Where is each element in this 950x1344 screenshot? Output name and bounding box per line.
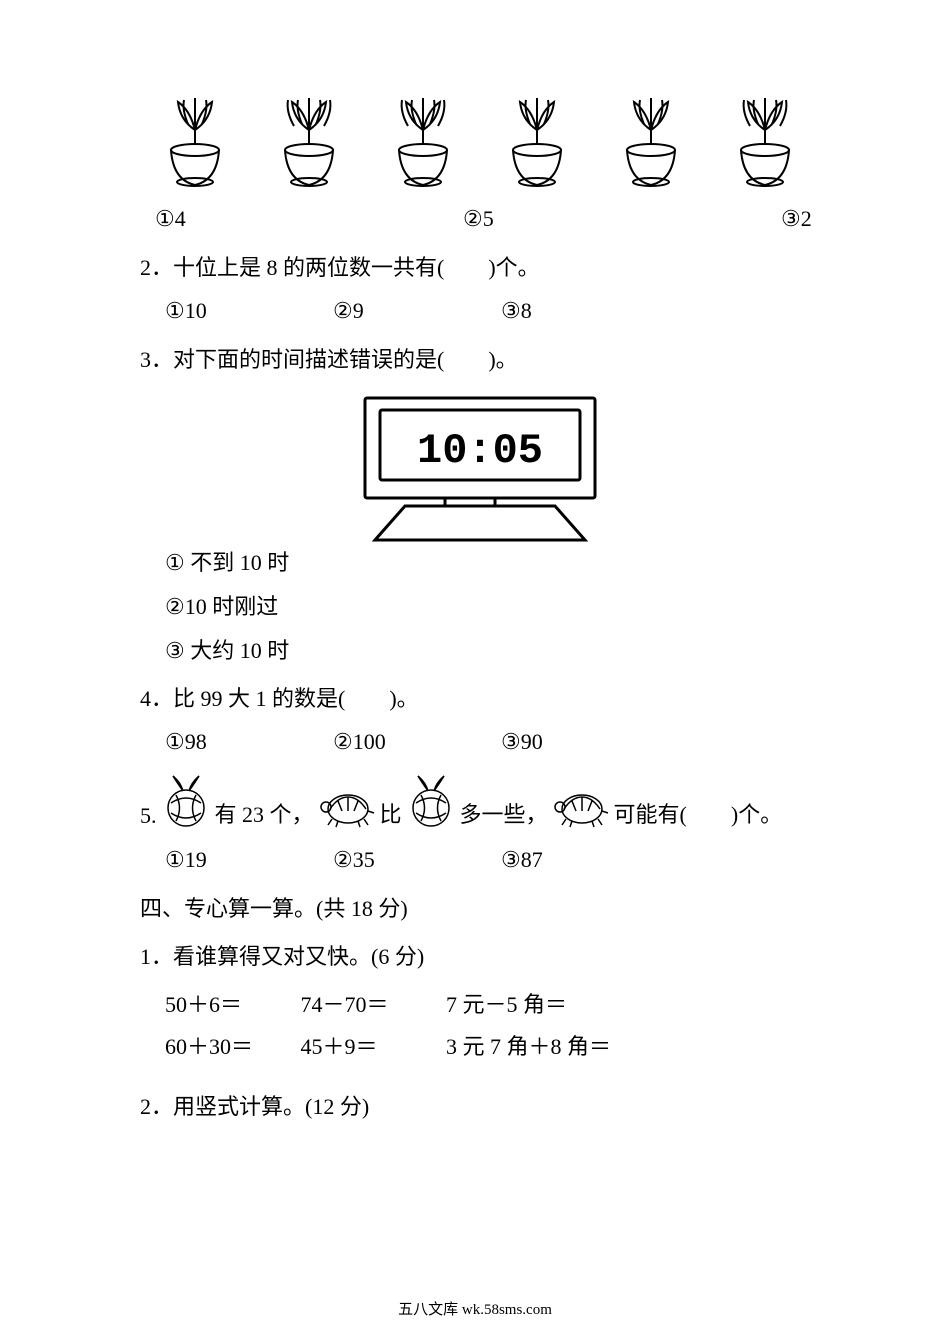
q4: 4．比 99 大 1 的数是( )。: [140, 681, 820, 713]
option: ① 不到 10 时: [165, 545, 820, 577]
q5-t3: 多一些，: [460, 797, 548, 829]
footer: 五八文库 wk.58sms.com: [0, 1298, 950, 1319]
q2-options: ①10 ②9 ③8: [165, 298, 820, 324]
option-value: 98: [185, 729, 207, 754]
option: ①19: [165, 847, 325, 873]
option-marker: ②: [333, 729, 353, 755]
calc-cell: 7 元－5 角＝: [446, 992, 567, 1017]
option-marker: ①: [165, 550, 185, 576]
option-marker: ①: [165, 298, 185, 324]
q2-number: 2．: [140, 255, 173, 280]
option-value: 9: [353, 298, 364, 323]
section4-sub2: 2．用竖式计算。(12 分): [140, 1089, 820, 1121]
option: ③90: [501, 729, 661, 755]
option: ③ 大约 10 时: [165, 633, 820, 665]
q5-t2: 比: [380, 797, 402, 829]
option: ②35: [333, 847, 493, 873]
sub1-text: 看谁算得又对又快。(6 分): [173, 944, 424, 969]
option: ③2: [781, 206, 812, 232]
calc-row: 60＋30＝ 45＋9＝ 3 元 7 角＋8 角＝: [165, 1029, 820, 1061]
calc-cell: 60＋30＝: [165, 1029, 295, 1061]
option-marker: ①: [155, 206, 175, 232]
option: ②5: [463, 206, 773, 232]
q1-options: ①4 ②5 ③2: [140, 206, 820, 232]
option-marker: ③: [501, 729, 521, 755]
q2: 2．十位上是 8 的两位数一共有( )个。: [140, 250, 820, 282]
option-marker: ①: [165, 847, 185, 873]
option-value: 8: [521, 298, 532, 323]
option: ①10: [165, 298, 325, 324]
plant-pot-icon: [378, 90, 468, 190]
option-value: 90: [521, 729, 543, 754]
plant-pot-icon: [606, 90, 696, 190]
option-value: 10 时刚过: [185, 594, 279, 619]
q2-text: 十位上是 8 的两位数一共有( )个。: [173, 255, 540, 280]
q3-number: 3．: [140, 347, 173, 372]
plant-pot-icon: [720, 90, 810, 190]
plants-row: [140, 90, 820, 190]
q5-t4: 可能有( )个。: [614, 797, 783, 829]
q5-options: ①19 ②35 ③87: [165, 847, 820, 873]
q4-text: 比 99 大 1 的数是( )。: [173, 686, 419, 711]
plant-pot-icon: [264, 90, 354, 190]
option: ②9: [333, 298, 493, 324]
option-value: 5: [483, 206, 494, 231]
tv-time-text: 10:05: [417, 427, 543, 475]
calc-cell: 3 元 7 角＋8 角＝: [446, 1034, 611, 1059]
option-value: 19: [185, 847, 207, 872]
sub2-text: 用竖式计算。(12 分): [173, 1094, 369, 1119]
q3-text: 对下面的时间描述错误的是( )。: [173, 347, 518, 372]
option: ②10 时刚过: [165, 589, 820, 621]
option-value: 不到 10 时: [190, 550, 289, 575]
option-marker: ①: [165, 729, 185, 755]
option: ③8: [501, 298, 661, 324]
option-marker: ②: [165, 594, 185, 620]
sub1-number: 1．: [140, 944, 173, 969]
option-marker: ③: [501, 847, 521, 873]
plant-pot-icon: [492, 90, 582, 190]
turtle-icon: [552, 781, 610, 829]
plant-pot-icon: [150, 90, 240, 190]
calc-cell: 50＋6＝: [165, 987, 295, 1019]
calc-row: 50＋6＝ 74－70＝ 7 元－5 角＝: [165, 987, 820, 1019]
yarn-ball-icon: [161, 773, 211, 829]
q5: 5. 有 23 个， 比 多一些， 可能有( )个。: [140, 773, 820, 829]
sub2-number: 2．: [140, 1094, 173, 1119]
q4-number: 4．: [140, 686, 173, 711]
tv-icon: 10:05: [355, 390, 605, 545]
q3: 3．对下面的时间描述错误的是( )。: [140, 342, 820, 374]
option-marker: ②: [333, 298, 353, 324]
yarn-ball-icon: [406, 773, 456, 829]
turtle-icon: [318, 781, 376, 829]
option-marker: ③: [165, 638, 185, 664]
option-value: 35: [353, 847, 375, 872]
option-value: 2: [801, 206, 812, 231]
option-marker: ③: [781, 206, 801, 232]
option: ③87: [501, 847, 661, 873]
option: ①98: [165, 729, 325, 755]
calc-cell: 74－70＝: [301, 987, 441, 1019]
option-value: 100: [353, 729, 386, 754]
option-marker: ②: [333, 847, 353, 873]
option-marker: ②: [463, 206, 483, 232]
option-marker: ③: [501, 298, 521, 324]
option-value: 4: [175, 206, 186, 231]
q5-number: 5.: [140, 803, 157, 829]
q3-sub-options: ① 不到 10 时 ②10 时刚过 ③ 大约 10 时: [165, 545, 820, 665]
tv-wrap: 10:05: [140, 390, 820, 545]
section4-sub1: 1．看谁算得又对又快。(6 分): [140, 939, 820, 971]
q5-t1: 有 23 个，: [215, 797, 314, 829]
option-value: 10: [185, 298, 207, 323]
option: ①4: [155, 206, 455, 232]
option: ②100: [333, 729, 493, 755]
option-value: 大约 10 时: [190, 638, 289, 663]
q4-options: ①98 ②100 ③90: [165, 729, 820, 755]
calc-cell: 45＋9＝: [301, 1029, 441, 1061]
option-value: 87: [521, 847, 543, 872]
section4-title: 四、专心算一算。(共 18 分): [140, 891, 820, 923]
